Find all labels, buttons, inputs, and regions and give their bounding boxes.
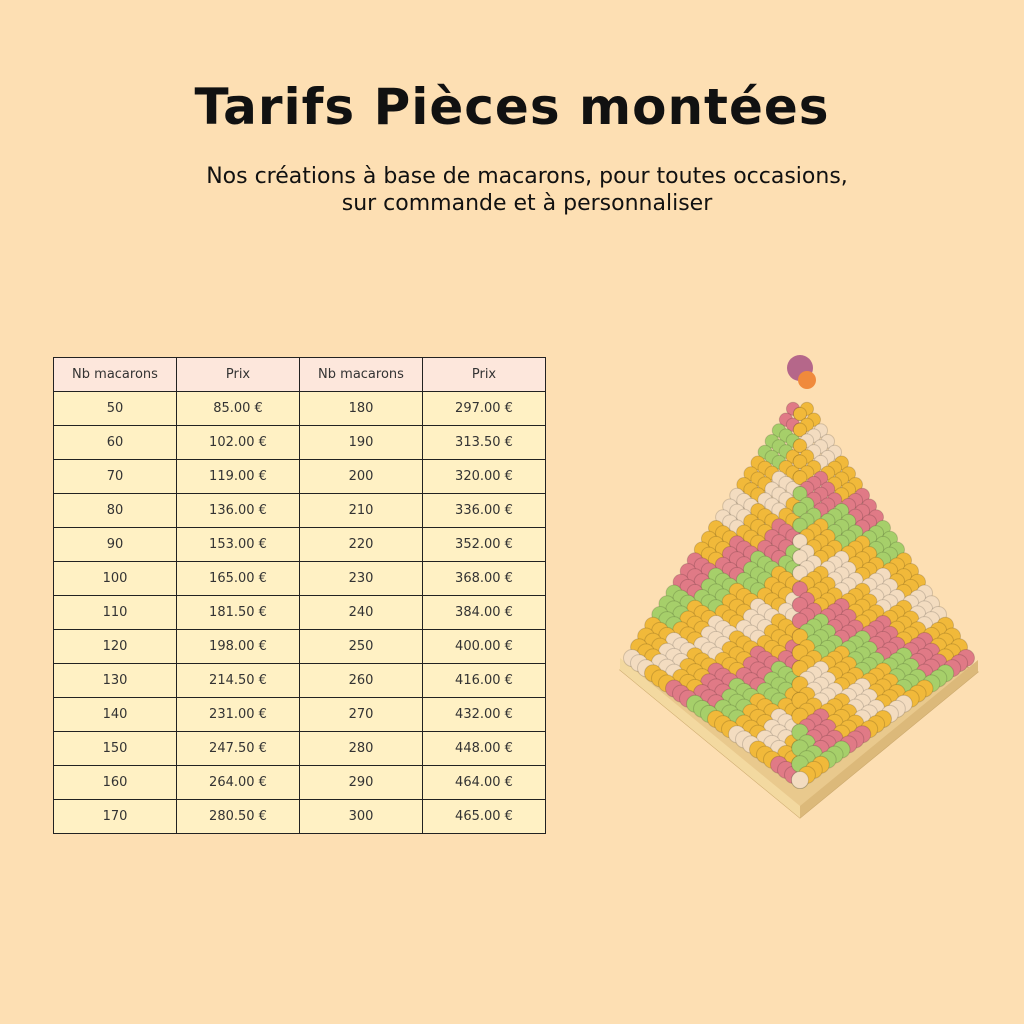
table-row: 150 247.50 €280 448.00 €: [53, 731, 546, 766]
table-row: 100 165.00 €230 368.00 €: [53, 561, 546, 596]
table-cell: 210: [299, 493, 423, 528]
table-body: 50 85.00 €180 297.00 €60 102.00 €190 313.50 …: [53, 391, 546, 834]
table-row: 120 198.00 €250 400.00 €: [53, 629, 546, 664]
table-cell: 214.50 €: [176, 663, 300, 698]
table-cell: 165.00 €: [176, 561, 300, 596]
table-cell: 400.00 €: [422, 629, 546, 664]
table-row: 110 181.50 €240 384.00 €: [53, 595, 546, 630]
header-cell: Prix: [422, 357, 546, 392]
table-cell: 180: [299, 391, 423, 426]
table-row: 50 85.00 €180 297.00 €: [53, 391, 546, 426]
table-cell: 416.00 €: [422, 663, 546, 698]
table-cell: 300: [299, 799, 423, 834]
subtitle-line: sur commande et à personnaliser: [341, 191, 713, 216]
table-row: 170 280.50 €300 465.00 €: [53, 799, 546, 834]
table-cell: 313.50 €: [422, 425, 546, 460]
header-cell: Nb macarons: [53, 357, 177, 392]
macaron: [791, 771, 809, 789]
table-cell: 448.00 €: [422, 731, 546, 766]
macaron: [792, 454, 808, 469]
table-row: 70 119.00 €200 320.00 €: [53, 459, 546, 494]
macaron: [792, 438, 808, 453]
table-row: 130 214.50 €260 416.00 €: [53, 663, 546, 698]
table-cell: 384.00 €: [422, 595, 546, 630]
table-row: 140 231.00 €270 432.00 €: [53, 697, 546, 732]
table-row: 90 153.00 €220 352.00 €: [53, 527, 546, 562]
table-cell: 231.00 €: [176, 697, 300, 732]
table-cell: 70: [53, 459, 177, 494]
header-cell: Nb macarons: [299, 357, 423, 392]
table-cell: 80: [53, 493, 177, 528]
table-cell: 198.00 €: [176, 629, 300, 664]
table-cell: 150: [53, 731, 177, 766]
table-cell: 270: [299, 697, 423, 732]
table-cell: 160: [53, 765, 177, 800]
table-cell: 297.00 €: [422, 391, 546, 426]
macaron: [792, 501, 808, 518]
table-cell: 90: [53, 527, 177, 562]
table-cell: 85.00 €: [176, 391, 300, 426]
board-edge: [620, 658, 800, 818]
table-cell: 190: [299, 425, 423, 460]
table-cell: 170: [53, 799, 177, 834]
subtitle: Nos créations à base de macarons, pour t…: [0, 163, 1024, 217]
table-cell: 140: [53, 697, 177, 732]
macaron: [792, 533, 808, 549]
macaron: [792, 549, 808, 566]
table-row: 60 102.00 €190 313.50 €: [53, 425, 546, 460]
macaron: [792, 422, 808, 438]
table-cell: 130: [53, 663, 177, 698]
table-cell: 136.00 €: [176, 493, 300, 528]
table-cell: 50: [53, 391, 177, 426]
table-cell: 250: [299, 629, 423, 664]
table-cell: 320.00 €: [422, 459, 546, 494]
header-cell: Prix: [176, 357, 300, 392]
macaron: [792, 470, 808, 485]
table-cell: 290: [299, 765, 423, 800]
table-cell: 432.00 €: [422, 697, 546, 732]
table-cell: 247.50 €: [176, 731, 300, 766]
table-cell: 465.00 €: [422, 799, 546, 834]
table-cell: 119.00 €: [176, 459, 300, 494]
title: Tarifs Pièces montées: [194, 78, 830, 136]
macaron: [792, 406, 808, 421]
table-cell: 240: [299, 595, 423, 630]
table-row: 80 136.00 €210 336.00 €: [53, 493, 546, 528]
table-cell: 220: [299, 527, 423, 562]
subtitle-line: Nos créations à base de macarons, pour t…: [206, 164, 848, 189]
table-cell: 100: [53, 561, 177, 596]
table-cell: 230: [299, 561, 423, 596]
table-cell: 60: [53, 425, 177, 460]
price-table: Nb macarons Prix Nb macarons Prix 50 85.00 €…: [53, 357, 546, 834]
macaron: [792, 581, 808, 597]
table-cell: 368.00 €: [422, 561, 546, 596]
table-cell: 352.00 €: [422, 527, 546, 562]
macaron: [792, 565, 808, 581]
table-cell: 336.00 €: [422, 493, 546, 528]
table-cell: 120: [53, 629, 177, 664]
table-cell: 110: [53, 595, 177, 630]
table-cell: 464.00 €: [422, 765, 546, 800]
macaron: [792, 486, 808, 501]
macaron: [792, 517, 808, 533]
table-row: 160 264.00 €290 464.00 €: [53, 765, 546, 800]
table-cell: 264.00 €: [176, 765, 300, 800]
table-cell: 102.00 €: [176, 425, 300, 460]
table-cell: 200: [299, 459, 423, 494]
header-row: Nb macarons Prix Nb macarons Prix: [53, 357, 546, 392]
flowers: [798, 371, 816, 389]
table-cell: 260: [299, 663, 423, 698]
table-cell: 181.50 €: [176, 595, 300, 630]
macaron-pyramid: [619, 355, 979, 819]
table-cell: 280: [299, 731, 423, 766]
board-edge: [800, 660, 978, 818]
table-cell: 280.50 €: [176, 799, 300, 834]
table-cell: 153.00 €: [176, 527, 300, 562]
